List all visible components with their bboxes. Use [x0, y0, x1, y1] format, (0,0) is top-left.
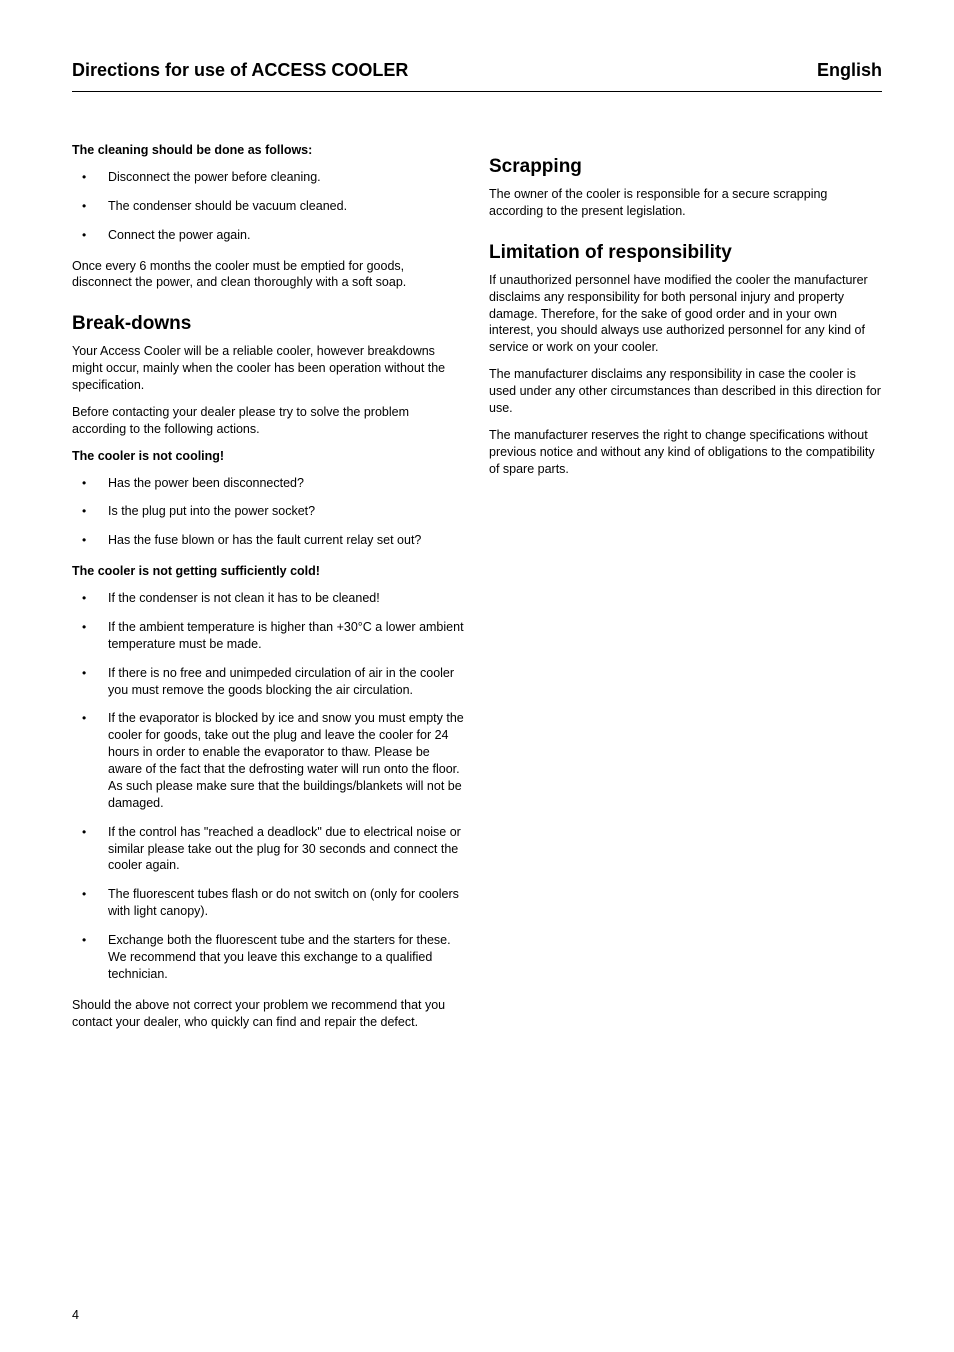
header-language: English	[817, 60, 882, 81]
breakdowns-p2: Before contacting your dealer please try…	[72, 404, 465, 438]
not-cooling-list: Has the power been disconnected? Is the …	[72, 475, 465, 550]
breakdowns-closing: Should the above not correct your proble…	[72, 997, 465, 1031]
left-column: The cleaning should be done as follows: …	[72, 142, 465, 1040]
list-item: Disconnect the power before cleaning.	[72, 169, 465, 186]
list-item: Exchange both the fluorescent tube and t…	[72, 932, 465, 983]
list-item: The fluorescent tubes flash or do not sw…	[72, 886, 465, 920]
list-item: Is the plug put into the power socket?	[72, 503, 465, 520]
list-item: Connect the power again.	[72, 227, 465, 244]
list-item: If the control has "reached a deadlock" …	[72, 824, 465, 875]
cleaning-note: Once every 6 months the cooler must be e…	[72, 258, 465, 292]
list-item: If the condenser is not clean it has to …	[72, 590, 465, 607]
limitation-p3: The manufacturer reserves the right to c…	[489, 427, 882, 478]
page-header: Directions for use of ACCESS COOLER Engl…	[72, 60, 882, 92]
cleaning-steps-list: Disconnect the power before cleaning. Th…	[72, 169, 465, 244]
page-number: 4	[72, 1308, 79, 1322]
list-item: If the ambient temperature is higher tha…	[72, 619, 465, 653]
limitation-p1: If unauthorized personnel have modified …	[489, 272, 882, 356]
breakdowns-p1: Your Access Cooler will be a reliable co…	[72, 343, 465, 394]
limitation-heading: Limitation of responsibility	[489, 242, 882, 264]
not-cold-title: The cooler is not getting sufficiently c…	[72, 563, 465, 580]
scrapping-p1: The owner of the cooler is responsible f…	[489, 186, 882, 220]
right-column: Scrapping The owner of the cooler is res…	[489, 142, 882, 1040]
cleaning-intro: The cleaning should be done as follows:	[72, 142, 465, 159]
list-item: If the evaporator is blocked by ice and …	[72, 710, 465, 811]
list-item: Has the fuse blown or has the fault curr…	[72, 532, 465, 549]
list-item: The condenser should be vacuum cleaned.	[72, 198, 465, 215]
not-cooling-title: The cooler is not cooling!	[72, 448, 465, 465]
limitation-p2: The manufacturer disclaims any responsib…	[489, 366, 882, 417]
not-cold-list: If the condenser is not clean it has to …	[72, 590, 465, 983]
content-columns: The cleaning should be done as follows: …	[72, 142, 882, 1040]
scrapping-heading: Scrapping	[489, 156, 882, 178]
breakdowns-heading: Break-downs	[72, 313, 465, 335]
list-item: Has the power been disconnected?	[72, 475, 465, 492]
header-title: Directions for use of ACCESS COOLER	[72, 60, 408, 81]
list-item: If there is no free and unimpeded circul…	[72, 665, 465, 699]
